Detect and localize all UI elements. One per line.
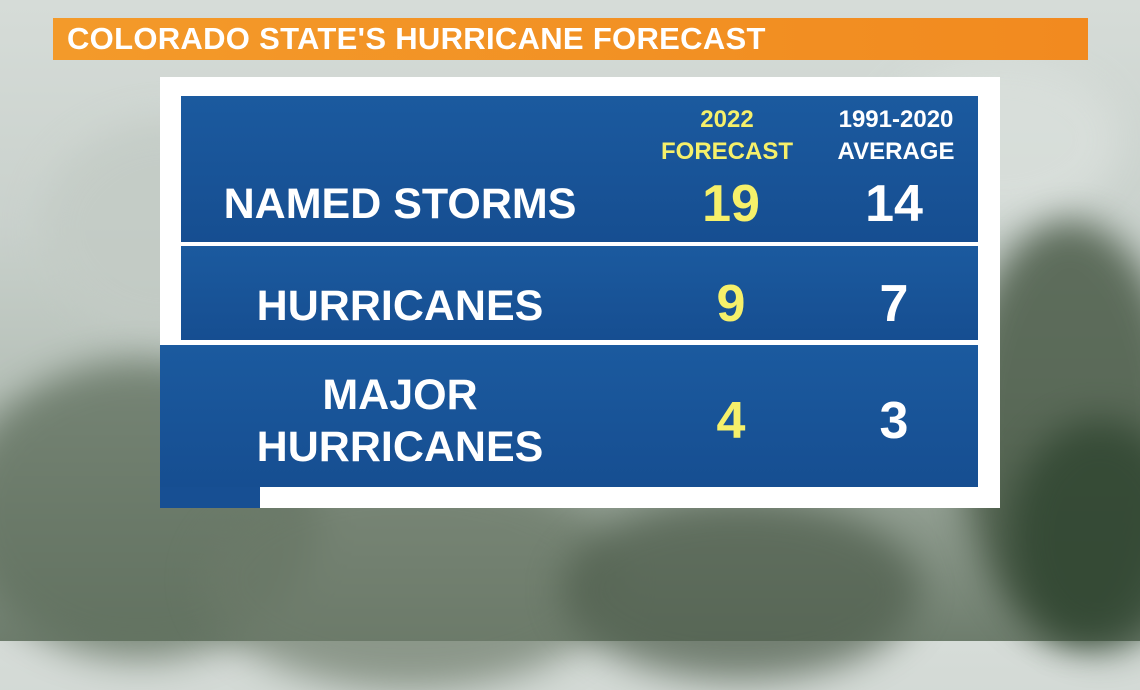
column-header-average: 1991-2020 AVERAGE bbox=[815, 104, 977, 168]
row-label-major-hurricanes-line1: MAJOR bbox=[322, 371, 478, 419]
row-label-major-hurricanes: MAJOR HURRICANES bbox=[190, 369, 610, 473]
row-panel-named-storms bbox=[181, 96, 978, 242]
named-storms-forecast-value: 19 bbox=[702, 175, 760, 233]
panel-tab bbox=[160, 487, 260, 508]
row-label-major-hurricanes-line2: HURRICANES bbox=[256, 423, 544, 471]
named-storms-average-value: 14 bbox=[865, 175, 923, 233]
column-header-forecast-year: 2022 bbox=[700, 106, 754, 133]
hurricanes-average-value: 7 bbox=[879, 275, 909, 333]
background-foliage bbox=[560, 500, 920, 680]
hurricanes-forecast-value: 9 bbox=[716, 275, 746, 333]
row-label-named-storms: NAMED STORMS bbox=[223, 180, 577, 228]
column-header-forecast-label: FORECAST bbox=[661, 138, 793, 165]
column-header-forecast: 2022 FORECAST bbox=[646, 104, 808, 168]
row-panel-major-hurricanes bbox=[160, 345, 978, 487]
major-hurricanes-average-value: 3 bbox=[879, 392, 909, 450]
title-banner: COLORADO STATE'S HURRICANE FORECAST bbox=[53, 18, 1088, 60]
column-header-average-label: AVERAGE bbox=[837, 138, 955, 165]
row-label-hurricanes: HURRICANES bbox=[256, 282, 544, 330]
row-panel-hurricanes bbox=[181, 246, 978, 340]
column-header-average-years: 1991-2020 bbox=[838, 106, 954, 133]
major-hurricanes-forecast-value: 4 bbox=[716, 392, 746, 450]
